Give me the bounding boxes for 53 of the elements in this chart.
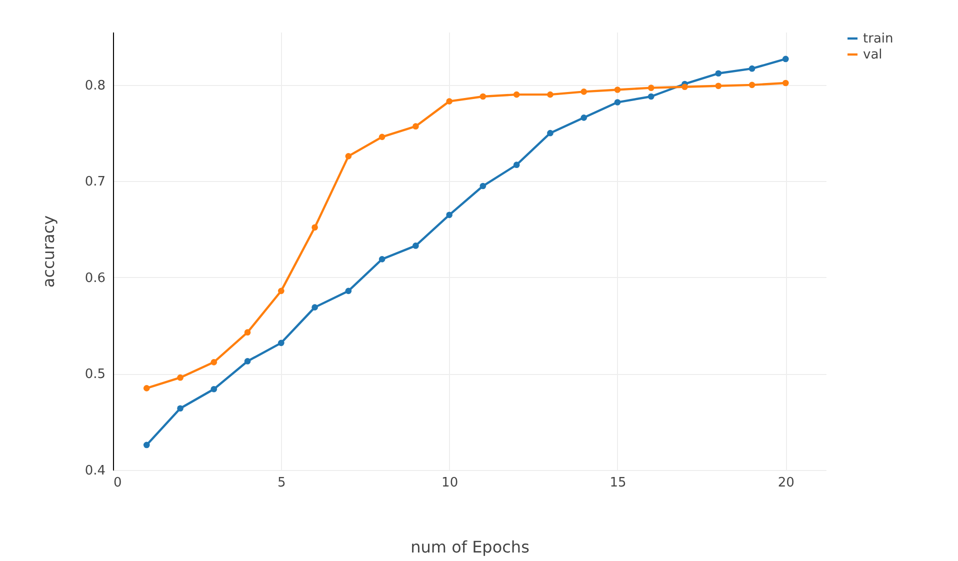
point (580, 114, 588, 121)
x-axis-title: num of Epochs (410, 538, 530, 556)
point (345, 288, 352, 294)
point (480, 182, 486, 190)
point (412, 123, 419, 130)
point (715, 82, 722, 90)
point (682, 84, 688, 90)
point (177, 374, 184, 381)
point (547, 130, 554, 136)
x-tick-label: 20 (778, 476, 794, 490)
point (312, 224, 318, 231)
point (715, 70, 722, 77)
y-tick-label: 0.5 (84, 367, 106, 382)
point (378, 256, 386, 262)
point (547, 91, 554, 98)
y-tick-label: 0.6 (84, 270, 106, 286)
y-axis-title: accuracy (38, 215, 58, 288)
point (614, 86, 621, 93)
point (446, 212, 452, 218)
point (782, 80, 789, 86)
y-tick-label: 0.8 (84, 78, 106, 94)
point (210, 386, 218, 392)
x-tick-label: 0 (114, 476, 122, 490)
point (513, 91, 520, 98)
legend-label: val (863, 48, 882, 62)
point (177, 405, 184, 412)
x-tick-label: 10 (442, 476, 458, 490)
point (210, 359, 218, 366)
point (244, 358, 251, 364)
point (580, 88, 588, 95)
point (513, 162, 520, 168)
point (345, 153, 352, 160)
point (748, 82, 756, 88)
point (782, 56, 789, 62)
x-tick-label: 5 (278, 476, 286, 490)
point (412, 242, 419, 249)
point (244, 329, 251, 336)
point (480, 93, 486, 100)
point (614, 99, 621, 106)
point (278, 340, 284, 346)
point (143, 385, 150, 392)
point (278, 288, 284, 294)
point (648, 93, 654, 100)
point (378, 134, 386, 140)
point (446, 98, 452, 104)
point (143, 442, 150, 448)
point (748, 65, 756, 72)
x-tick-label: 15 (610, 476, 626, 490)
point (312, 304, 318, 310)
legend-label: train (863, 32, 894, 46)
y-tick-label: 0.4 (84, 464, 106, 478)
point (648, 84, 654, 91)
y-tick-label: 0.7 (84, 174, 106, 190)
